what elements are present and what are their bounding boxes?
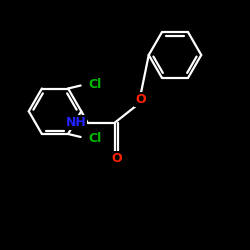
Text: Cl: Cl xyxy=(89,132,102,145)
Text: O: O xyxy=(112,152,122,164)
Text: O: O xyxy=(136,93,146,106)
Text: NH: NH xyxy=(66,116,86,129)
Text: Cl: Cl xyxy=(89,78,102,91)
